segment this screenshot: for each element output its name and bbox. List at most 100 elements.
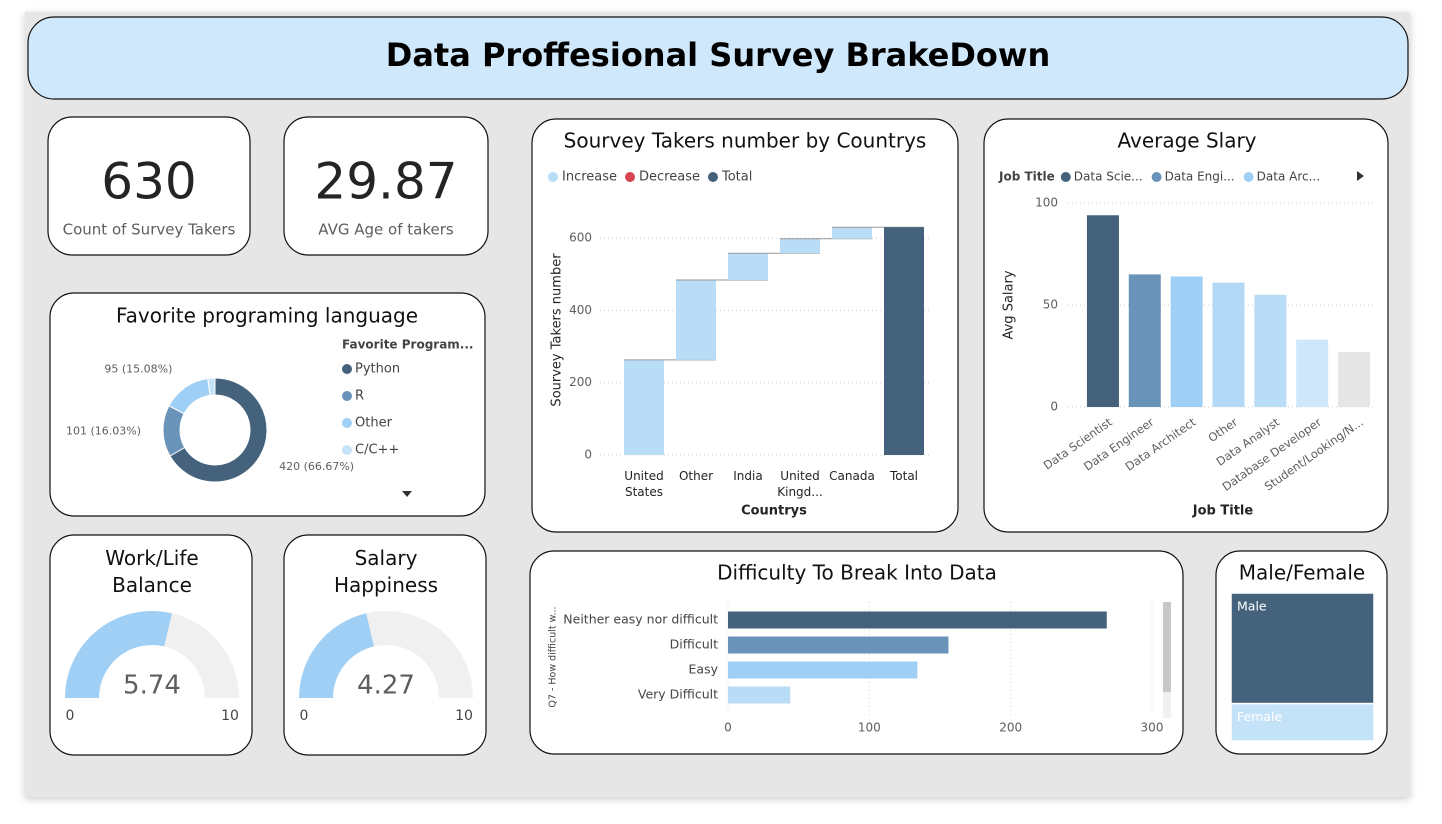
legend-marker: [342, 364, 352, 374]
x-axis-title: Countrys: [741, 504, 807, 519]
bar: [1338, 351, 1371, 407]
scrollbar-thumb[interactable]: [1163, 602, 1171, 692]
legend-next-arrow[interactable]: [1357, 171, 1364, 181]
legend-label: Increase: [562, 170, 617, 185]
waterfall-bar: [780, 238, 820, 254]
y-axis-title: Q7 - How difficult w...: [548, 606, 559, 707]
bar: [728, 636, 949, 654]
gauge-value: [299, 613, 374, 698]
legend-marker: [342, 418, 352, 428]
x-tick-label: United Kingd...: [777, 469, 823, 499]
y-tick-label: 50: [1043, 298, 1058, 312]
x-tick-label: 200: [999, 721, 1022, 735]
x-axis-title: Job Title: [1192, 504, 1254, 519]
gauge-max-label: 10: [221, 708, 239, 724]
waterfall-bar: [832, 227, 872, 239]
pie-slice: [207, 377, 216, 396]
bar: [1296, 339, 1329, 407]
legend-label: Other: [355, 416, 393, 431]
tile-label: Female: [1237, 709, 1283, 724]
x-tick-label: India: [733, 469, 763, 483]
bar: [1170, 276, 1203, 407]
kpi-card: [283, 116, 489, 256]
chart-card: [49, 292, 486, 517]
kpi-value: 630: [101, 153, 196, 211]
x-tick-label: 0: [724, 721, 732, 735]
chart-title: Male/Female: [1239, 561, 1365, 585]
pie-slice: [169, 377, 268, 483]
waterfall-bar: [624, 359, 664, 455]
kpi-label: AVG Age of takers: [318, 221, 454, 239]
legend-marker: [342, 391, 352, 401]
gauge-min-label: 0: [66, 708, 75, 724]
bar: [728, 611, 1107, 629]
treemap-tile: [1230, 702, 1375, 742]
bar: [1254, 294, 1287, 407]
legend-label: Data Scie...: [1074, 170, 1143, 184]
y-axis-title: Avg Salary: [1002, 270, 1017, 339]
y-tick-label: 200: [569, 375, 592, 389]
chart-title: Sourvey Takers number by Countrys: [564, 129, 927, 153]
y-tick-label: Easy: [689, 662, 719, 677]
x-tick-label: 300: [1141, 721, 1164, 735]
gauge-value-label: 4.27: [357, 671, 415, 701]
y-tick-label: 400: [569, 303, 592, 317]
y-axis-title: Sourvey Takers number: [550, 253, 565, 407]
waterfall-bar: [728, 253, 768, 281]
legend-label: Python: [355, 362, 400, 377]
legend-marker: [342, 445, 352, 455]
y-tick-label: 0: [1050, 400, 1058, 414]
y-tick-label: 100: [1035, 196, 1058, 210]
bar: [728, 686, 791, 704]
y-tick-label: Difficult: [670, 637, 718, 652]
x-tick-label: Canada: [829, 469, 875, 483]
waterfall-bar: [884, 227, 924, 455]
header-banner: [27, 16, 1409, 100]
legend-marker: [625, 172, 636, 182]
y-tick-label: 0: [584, 448, 592, 462]
chart-title: Work/Life Balance: [105, 546, 199, 597]
bar: [1128, 274, 1161, 407]
kpi-value: 29.87: [314, 153, 457, 211]
gauge-value-label: 5.74: [123, 671, 181, 701]
legend-label: C/C++: [355, 443, 399, 458]
chart-title: Favorite programing language: [116, 304, 418, 328]
tile-label: Male: [1237, 599, 1267, 614]
data-label: 420 (66.67%): [279, 460, 354, 473]
gauge-track: [366, 611, 473, 698]
gauge-value: [65, 611, 173, 698]
legend-marker: [1151, 172, 1162, 182]
treemap-tile: [1230, 592, 1375, 705]
data-label: 101 (16.03%): [66, 424, 141, 437]
y-tick-label: Neither easy nor difficult: [563, 612, 718, 627]
legend-label: Decrease: [639, 170, 700, 185]
kpi-label: Count of Survey Takers: [63, 221, 236, 239]
legend-title: Job Title: [998, 170, 1055, 184]
waterfall-bar: [676, 280, 716, 360]
legend-title: Favorite Program...: [342, 338, 473, 352]
gauge-min-label: 0: [300, 708, 309, 724]
legend-marker: [548, 172, 558, 182]
legend-marker: [1243, 172, 1254, 182]
x-tick-label: Total: [889, 469, 919, 483]
bar: [1212, 282, 1245, 407]
gauge-max-label: 10: [455, 708, 473, 724]
chart-title: Average Slary: [1117, 129, 1256, 153]
legend-label: R: [355, 389, 364, 404]
kpi-card: [47, 116, 251, 256]
x-tick-label: United States: [624, 469, 664, 499]
bar: [728, 661, 918, 679]
legend-label: Data Arc...: [1257, 170, 1320, 184]
legend-marker: [707, 172, 718, 182]
y-tick-label: Very Difficult: [638, 687, 718, 702]
legend-label: Data Engi...: [1165, 170, 1235, 184]
dropdown-arrow[interactable]: [402, 491, 412, 497]
legend-marker: [1060, 172, 1071, 182]
bar: [1086, 215, 1119, 407]
x-tick-label: 100: [858, 721, 881, 735]
gauge-track: [164, 613, 239, 698]
data-label: 95 (15.08%): [104, 362, 172, 375]
y-tick-label: 600: [569, 231, 592, 245]
chart-title: Difficulty To Break Into Data: [717, 561, 997, 585]
